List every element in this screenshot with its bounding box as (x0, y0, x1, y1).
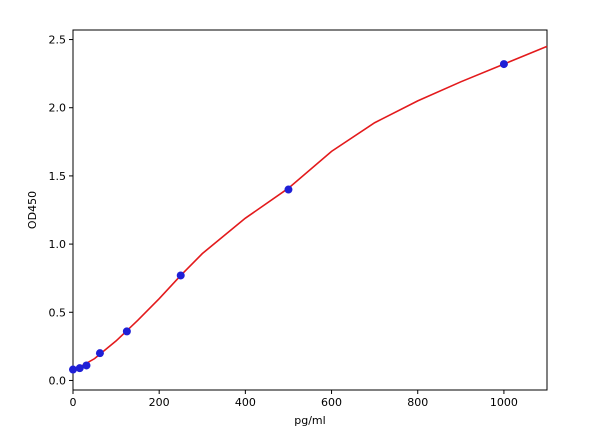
data-point (122, 327, 131, 336)
data-point (69, 365, 77, 374)
fit-curve (72, 45, 548, 372)
x-tick-label: 600 (321, 396, 342, 409)
data-point (82, 361, 91, 370)
x-tick-label: 1000 (490, 396, 518, 409)
y-tick-label: 1.0 (49, 238, 67, 251)
y-tick-label: 0.5 (49, 306, 67, 319)
y-tick-label: 2.5 (49, 34, 67, 47)
data-point (284, 185, 293, 194)
y-tick-label: 1.5 (49, 170, 67, 183)
y-tick-label: 2.0 (49, 102, 67, 115)
x-tick-label: 800 (407, 396, 428, 409)
y-tick-label: 0.0 (49, 374, 67, 387)
plot-area (72, 29, 548, 391)
data-point (95, 349, 104, 358)
data-point (75, 364, 84, 373)
y-axis-label: OD450 (26, 191, 39, 229)
data-point (176, 271, 185, 280)
x-tick-label: 200 (149, 396, 170, 409)
x-axis-label: pg/ml (294, 414, 325, 427)
x-tick-label: 0 (70, 396, 77, 409)
data-point (499, 60, 508, 69)
x-tick-label: 400 (235, 396, 256, 409)
